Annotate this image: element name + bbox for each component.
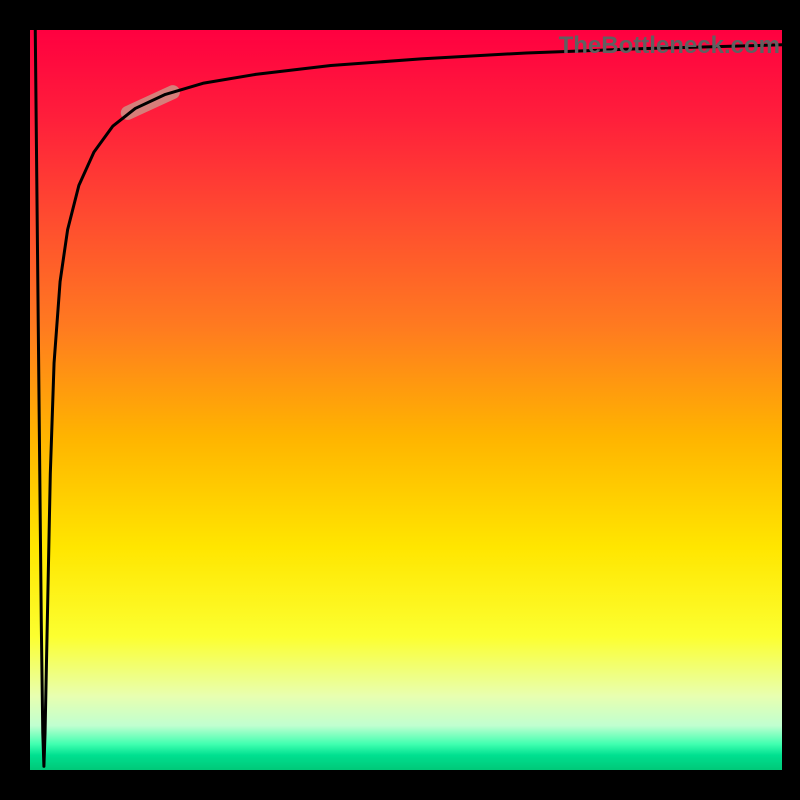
watermark-text: TheBottleneck.com — [559, 32, 780, 60]
plot-area: TheBottleneck.com — [30, 30, 782, 770]
chart-container: TheBottleneck.com — [0, 0, 800, 800]
curve-layer — [30, 30, 782, 770]
bottleneck-curve — [35, 30, 782, 766]
